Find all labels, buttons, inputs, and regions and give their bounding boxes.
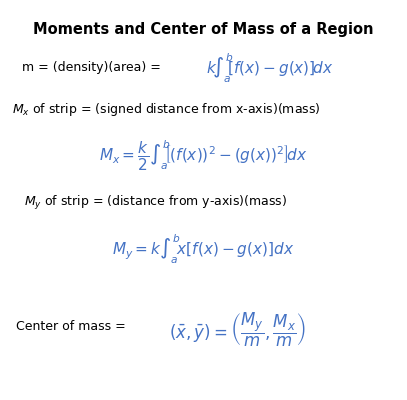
Text: $M_x = \dfrac{k}{2}\int_{a}^{b}\!\!\left[\left(f(x)\right)^2-\left(g(x)\right)^2: $M_x = \dfrac{k}{2}\int_{a}^{b}\!\!\left… bbox=[99, 139, 308, 173]
Text: m = (density)(area) =: m = (density)(area) = bbox=[22, 62, 165, 74]
Text: $M_y$ of strip = (distance from y-axis)(mass): $M_y$ of strip = (distance from y-axis)(… bbox=[24, 194, 288, 212]
Text: Moments and Center of Mass of a Region: Moments and Center of Mass of a Region bbox=[33, 22, 374, 37]
Text: $k\!\int_{a}^{b}\!\!\left[f(x)-g(x)\right]\!dx$: $k\!\int_{a}^{b}\!\!\left[f(x)-g(x)\righ… bbox=[206, 51, 333, 85]
Text: $M_y = k\int_{a}^{b}\!x\left[f(x)-g(x)\right]dx$: $M_y = k\int_{a}^{b}\!x\left[f(x)-g(x)\r… bbox=[112, 232, 295, 266]
Text: Center of mass =: Center of mass = bbox=[16, 320, 130, 332]
Text: $\left(\bar{x},\bar{y}\right)=\left(\dfrac{M_y}{m},\dfrac{M_x}{m}\right)$: $\left(\bar{x},\bar{y}\right)=\left(\dfr… bbox=[169, 311, 306, 349]
Text: $M_x$ of strip = (signed distance from x-axis)(mass): $M_x$ of strip = (signed distance from x… bbox=[12, 102, 321, 118]
